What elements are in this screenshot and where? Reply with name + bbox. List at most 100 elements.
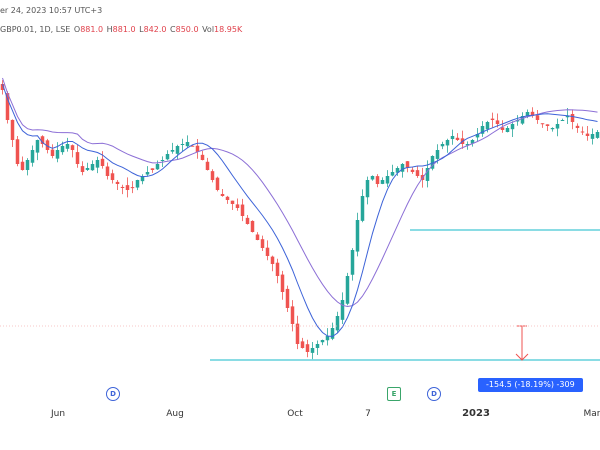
candle-up[interactable] <box>160 160 165 161</box>
candle-down[interactable] <box>20 161 25 170</box>
candle-up[interactable] <box>145 172 150 175</box>
candle-up[interactable] <box>510 124 515 130</box>
candle-down[interactable] <box>120 186 125 188</box>
candle-down[interactable] <box>495 120 500 124</box>
candle-up[interactable] <box>470 140 475 144</box>
candle-down[interactable] <box>415 170 420 176</box>
candle-up[interactable] <box>485 122 490 130</box>
candle-down[interactable] <box>255 234 260 240</box>
candle-down[interactable] <box>305 344 310 352</box>
candle-down[interactable] <box>115 181 120 184</box>
candle-up[interactable] <box>330 328 335 339</box>
candle-down[interactable] <box>275 262 280 276</box>
candle-down[interactable] <box>50 149 55 156</box>
candle-up[interactable] <box>560 120 565 122</box>
candle-up[interactable] <box>525 112 530 117</box>
candle-up[interactable] <box>340 300 345 320</box>
candle-down[interactable] <box>215 177 220 190</box>
candle-down[interactable] <box>40 136 45 144</box>
candle-down[interactable] <box>15 139 20 164</box>
candle-down[interactable] <box>585 133 590 136</box>
candle-up[interactable] <box>170 150 175 152</box>
candle-up[interactable] <box>395 168 400 173</box>
candle-up[interactable] <box>425 168 430 181</box>
candle-up[interactable] <box>335 316 340 331</box>
candle-up[interactable] <box>90 164 95 171</box>
candle-down[interactable] <box>190 145 195 147</box>
candle-up[interactable] <box>385 176 390 184</box>
candle-down[interactable] <box>375 176 380 184</box>
dividend-event-icon[interactable]: D <box>427 387 441 401</box>
candle-up[interactable] <box>65 144 70 149</box>
candle-down[interactable] <box>575 125 580 128</box>
candle-up[interactable] <box>590 134 595 139</box>
candle-up[interactable] <box>310 348 315 353</box>
candle-down[interactable] <box>245 217 250 224</box>
candle-up[interactable] <box>475 134 480 138</box>
candle-down[interactable] <box>125 185 130 190</box>
candle-down[interactable] <box>290 306 295 324</box>
candle-up[interactable] <box>135 180 140 188</box>
candle-up[interactable] <box>450 136 455 140</box>
candle-up[interactable] <box>140 176 145 182</box>
candle-down[interactable] <box>570 113 575 122</box>
candle-down[interactable] <box>240 204 245 216</box>
candle-up[interactable] <box>165 154 170 160</box>
candle-up[interactable] <box>440 144 445 147</box>
candle-down[interactable] <box>535 115 540 120</box>
candle-down[interactable] <box>130 187 135 189</box>
candle-down[interactable] <box>205 161 210 170</box>
candle-up[interactable] <box>360 196 365 221</box>
candle-up[interactable] <box>95 160 100 168</box>
candle-up[interactable] <box>565 116 570 118</box>
candle-down[interactable] <box>210 171 215 180</box>
candle-down[interactable] <box>300 341 305 348</box>
candle-up[interactable] <box>155 164 160 170</box>
candle-up[interactable] <box>320 340 325 343</box>
candle-down[interactable] <box>265 247 270 256</box>
candle-down[interactable] <box>540 123 545 125</box>
candle-up[interactable] <box>435 150 440 159</box>
candle-up[interactable] <box>445 140 450 146</box>
candle-down[interactable] <box>260 239 265 248</box>
candle-up[interactable] <box>60 146 65 153</box>
candle-up[interactable] <box>555 124 560 129</box>
candle-down[interactable] <box>45 140 50 150</box>
candle-up[interactable] <box>380 180 385 184</box>
candle-down[interactable] <box>545 124 550 126</box>
candle-down[interactable] <box>280 274 285 292</box>
candle-down[interactable] <box>490 118 495 120</box>
candle-up[interactable] <box>480 126 485 134</box>
candle-up[interactable] <box>365 180 370 198</box>
candle-up[interactable] <box>350 250 355 275</box>
candle-up[interactable] <box>465 144 470 146</box>
candle-up[interactable] <box>355 220 360 252</box>
candle-down[interactable] <box>195 145 200 152</box>
candle-down[interactable] <box>200 154 205 160</box>
candle-down[interactable] <box>80 166 85 172</box>
candle-down[interactable] <box>500 127 505 130</box>
dividend-event-icon[interactable]: D <box>106 387 120 401</box>
candle-up[interactable] <box>180 144 185 145</box>
candle-down[interactable] <box>10 119 15 140</box>
candle-up[interactable] <box>550 128 555 130</box>
candle-down[interactable] <box>270 256 275 264</box>
candle-down[interactable] <box>580 131 585 133</box>
candle-down[interactable] <box>235 204 240 208</box>
candle-down[interactable] <box>295 323 300 344</box>
candle-up[interactable] <box>345 276 350 304</box>
candle-up[interactable] <box>35 140 40 153</box>
candle-up[interactable] <box>85 168 90 170</box>
candle-up[interactable] <box>315 344 320 348</box>
candle-down[interactable] <box>0 84 5 90</box>
candle-down[interactable] <box>220 193 225 196</box>
candle-down[interactable] <box>405 161 410 168</box>
candle-up[interactable] <box>55 150 60 159</box>
candle-down[interactable] <box>225 196 230 200</box>
candle-up[interactable] <box>25 160 30 171</box>
candle-up[interactable] <box>30 150 35 163</box>
candle-up[interactable] <box>520 116 525 124</box>
candle-up[interactable] <box>430 156 435 169</box>
candle-down[interactable] <box>410 169 415 172</box>
